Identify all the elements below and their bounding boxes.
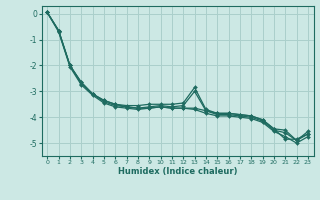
X-axis label: Humidex (Indice chaleur): Humidex (Indice chaleur) bbox=[118, 167, 237, 176]
